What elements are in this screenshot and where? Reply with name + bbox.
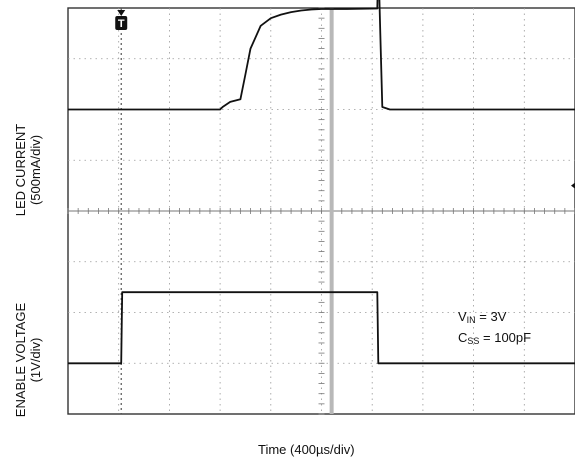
markers: T xyxy=(115,10,575,189)
y-label-led-current-line2: (500mA/div) xyxy=(28,134,43,206)
y-label-enable-voltage: ENABLE VOLTAGE (1V/div) xyxy=(13,290,43,430)
x-axis-label: Time (400µs/div) xyxy=(258,442,355,457)
y-label-enable-voltage-line1: ENABLE VOLTAGE xyxy=(13,302,28,418)
trigger-arrow xyxy=(117,10,126,16)
trigger-badge xyxy=(115,16,128,30)
trigger-label: T xyxy=(118,18,125,30)
cursor-line xyxy=(329,8,334,414)
y-label-led-current-line1: LED CURRENT xyxy=(13,123,28,217)
trace-enable-voltage xyxy=(68,291,575,365)
traces xyxy=(68,0,575,365)
y-label-enable-voltage-line2: (1V/div) xyxy=(28,337,43,383)
annotation-vin: VIN = 3V xyxy=(458,309,507,325)
ground-marker xyxy=(571,182,575,189)
annotation-block: VIN = 3V CSS = 100pF xyxy=(458,308,531,350)
graticule xyxy=(67,7,575,415)
y-label-led-current: LED CURRENT (500mA/div) xyxy=(13,100,43,240)
annotation-css: CSS = 100pF xyxy=(458,330,532,346)
trace-led-current xyxy=(68,0,575,111)
